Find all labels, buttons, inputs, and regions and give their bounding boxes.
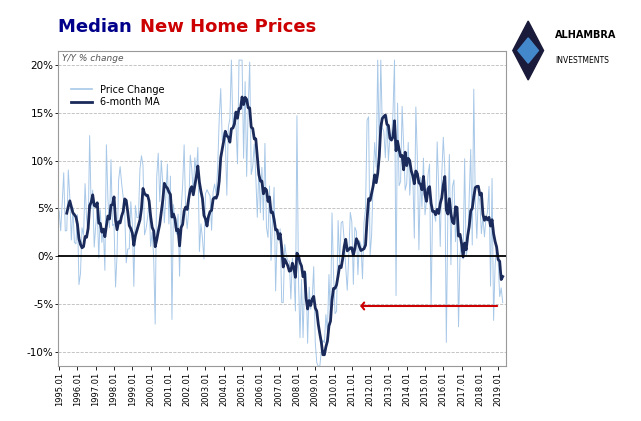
Polygon shape — [513, 21, 544, 80]
Text: Y/Y % change: Y/Y % change — [62, 53, 124, 63]
Polygon shape — [518, 38, 538, 63]
Text: INVESTMENTS: INVESTMENTS — [555, 56, 609, 65]
Text: New Home Prices: New Home Prices — [140, 19, 316, 36]
Text: Median: Median — [58, 19, 138, 36]
Legend: Price Change, 6-month MA: Price Change, 6-month MA — [67, 81, 169, 111]
Text: ALHAMBRA: ALHAMBRA — [555, 30, 617, 40]
